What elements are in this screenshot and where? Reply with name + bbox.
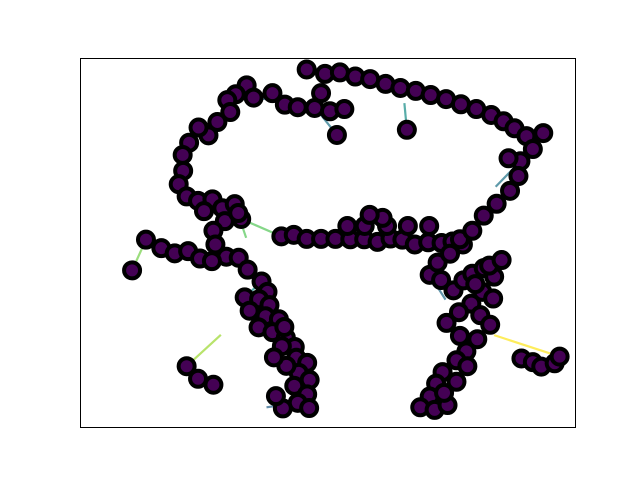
scatter-point [449, 325, 470, 346]
scatter-point [287, 97, 308, 118]
scatter-point [431, 270, 452, 290]
scatter-point [419, 215, 440, 236]
scatter-point [359, 204, 380, 225]
scatter-point [436, 312, 457, 333]
scatter-point [237, 259, 258, 280]
scatter-point [228, 203, 249, 224]
scatter-point [522, 139, 543, 160]
scatter-point [473, 205, 494, 226]
scatter-point [176, 356, 197, 377]
cluster-stub-a [326, 124, 347, 145]
axes-frame [80, 58, 576, 428]
scatter-point [172, 144, 193, 165]
scatter-point [397, 215, 418, 236]
scatter-point [480, 314, 501, 335]
scatter-point [434, 382, 455, 403]
cluster-blob-right-spur [479, 250, 512, 276]
scatter-point [194, 201, 214, 222]
cluster-stub-b [396, 119, 417, 140]
scatter-point [296, 59, 317, 80]
edge-line [493, 334, 560, 358]
scatter-point [549, 346, 570, 367]
scatter-point [462, 220, 483, 241]
scatter-point [207, 112, 228, 133]
scatter-point [299, 398, 320, 419]
scatter-point [500, 180, 521, 201]
scatter-point [508, 166, 529, 187]
scatter-point [457, 356, 478, 377]
scatter-point [491, 250, 512, 271]
points-layer [122, 59, 570, 420]
cluster-blob-right-tail [511, 346, 570, 377]
scatter-point [201, 251, 222, 272]
scatter-point [239, 300, 260, 321]
cluster-top-arc [217, 59, 554, 172]
scatter-point [203, 374, 224, 395]
scatter-point [122, 260, 143, 281]
cluster-blob-left-body [234, 287, 320, 419]
scatter-point [326, 124, 347, 145]
scatter-point [440, 243, 461, 264]
scatter-point [188, 117, 209, 138]
scatter-point [446, 371, 467, 392]
scatter-point [533, 123, 554, 144]
scatter-point [274, 316, 295, 337]
scatter-point [465, 274, 486, 295]
scatter-point [311, 83, 332, 104]
scatter-point [262, 83, 283, 104]
scatter-point [483, 288, 504, 309]
scatter-point [243, 87, 264, 108]
scatter-point [498, 148, 519, 169]
scatter-point [220, 102, 241, 123]
scatter-point [486, 193, 507, 214]
cluster-blob-left-tail [176, 356, 224, 395]
scatter-point [337, 215, 358, 236]
scatter-point [334, 99, 355, 120]
scatter-point [396, 119, 417, 140]
scatter-point [390, 77, 411, 98]
scatter-point [263, 347, 284, 368]
scatter-point [135, 229, 156, 250]
scatter-point [265, 386, 286, 407]
cluster-hook-left [122, 229, 222, 281]
scatter-point [448, 302, 469, 323]
